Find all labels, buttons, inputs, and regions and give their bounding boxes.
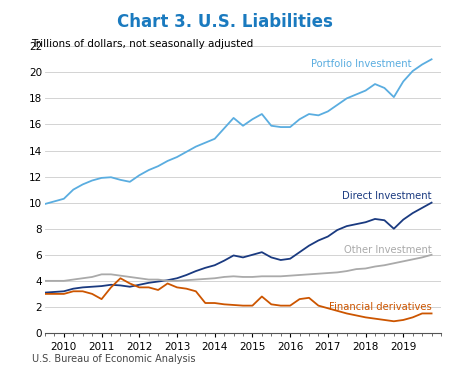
Text: Direct Investment: Direct Investment <box>342 191 432 201</box>
Text: Chart 3. U.S. Liabilities: Chart 3. U.S. Liabilities <box>117 13 333 31</box>
Text: Financial derivatives: Financial derivatives <box>329 302 432 312</box>
Text: Trillions of dollars, not seasonally adjusted: Trillions of dollars, not seasonally adj… <box>32 39 254 49</box>
Text: Other Investment: Other Investment <box>344 245 432 255</box>
Text: Portfolio Investment: Portfolio Investment <box>311 60 411 70</box>
Text: U.S. Bureau of Economic Analysis: U.S. Bureau of Economic Analysis <box>32 354 195 364</box>
